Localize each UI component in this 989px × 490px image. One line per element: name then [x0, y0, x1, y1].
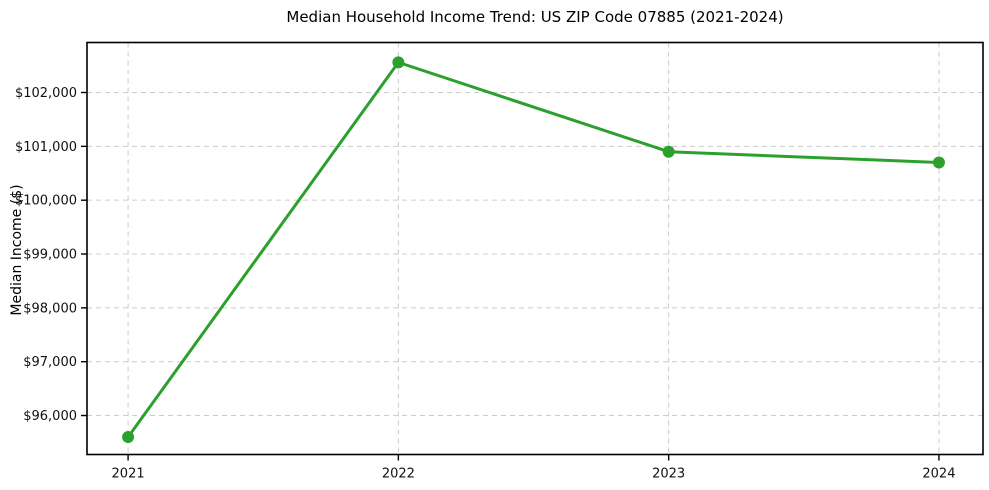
y-tick-label: $96,000 [23, 409, 77, 424]
data-point-2022 [392, 56, 405, 69]
y-tick-label: $97,000 [23, 355, 77, 370]
x-tick-label: 2021 [112, 467, 145, 482]
chart-title: Median Household Income Trend: US ZIP Co… [286, 8, 784, 26]
y-tick-label: $100,000 [15, 194, 77, 209]
plot-border [86, 41, 984, 456]
y-axis-label: Median Income ($) [9, 184, 25, 316]
data-point-2024 [932, 156, 945, 169]
y-tick-label: $101,000 [15, 140, 77, 155]
trend-line [126, 60, 941, 439]
y-tick-label: $99,000 [23, 248, 77, 263]
data-point-2023 [662, 145, 675, 158]
x-tick-label: 2024 [922, 467, 955, 482]
x-tick-label: 2023 [652, 467, 685, 482]
y-tick-label: $98,000 [23, 301, 77, 316]
data-point-2021 [122, 431, 135, 444]
x-tick-label: 2022 [382, 467, 415, 482]
y-tick-label: $102,000 [15, 86, 77, 101]
